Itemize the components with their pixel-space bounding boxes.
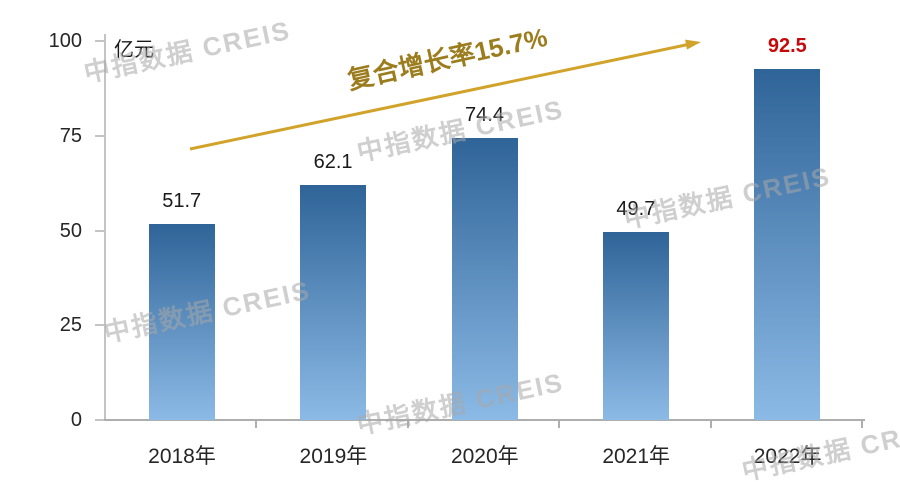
y-tick-label: 25 [59, 314, 82, 337]
y-tick-label: 50 [59, 219, 82, 242]
value-label-2022年: 92.5 [767, 35, 807, 58]
y-axis-unit-label: 亿元 [114, 39, 154, 61]
value-label-2020年: 74.4 [465, 104, 504, 127]
y-axis-line [104, 34, 106, 421]
bar-2020年 [451, 138, 518, 420]
growth-arrow-head [685, 39, 701, 50]
watermark-text: 中指数据 CREIS [81, 14, 294, 89]
bar-2019年 [300, 184, 367, 420]
x-axis-tick [255, 421, 258, 428]
value-label-2018年: 51.7 [162, 190, 202, 213]
x-axis-label-2019年: 2019年 [299, 445, 368, 468]
y-axis-tick [95, 229, 104, 232]
x-axis-tick [558, 421, 561, 428]
y-tick-label: 100 [48, 30, 82, 52]
x-axis-label-2022年: 2022年 [753, 445, 822, 468]
y-axis-tick [95, 40, 104, 42]
value-label-2021年: 49.7 [616, 197, 656, 220]
x-axis-label-2018年: 2018年 [148, 445, 216, 468]
x-axis-label-2021年: 2021年 [602, 445, 671, 468]
y-axis-tick [95, 134, 104, 137]
y-axis-tick [95, 324, 104, 327]
y-tick-label: 75 [59, 124, 82, 147]
bar-2022年 [754, 69, 821, 420]
y-tick-label: 0 [70, 409, 82, 431]
x-axis-line [104, 419, 865, 421]
value-label-2019年: 62.1 [313, 150, 353, 173]
bar-2018年 [148, 224, 215, 420]
x-axis-tick [709, 421, 712, 428]
x-axis-label-2020年: 2020年 [450, 445, 519, 468]
bar-2021年 [602, 231, 669, 420]
x-axis-tick [406, 421, 409, 428]
growth-rate-annotation: 复合增长率15.7% [344, 21, 551, 96]
y-axis-tick [95, 419, 104, 421]
x-axis-tick [861, 421, 863, 428]
